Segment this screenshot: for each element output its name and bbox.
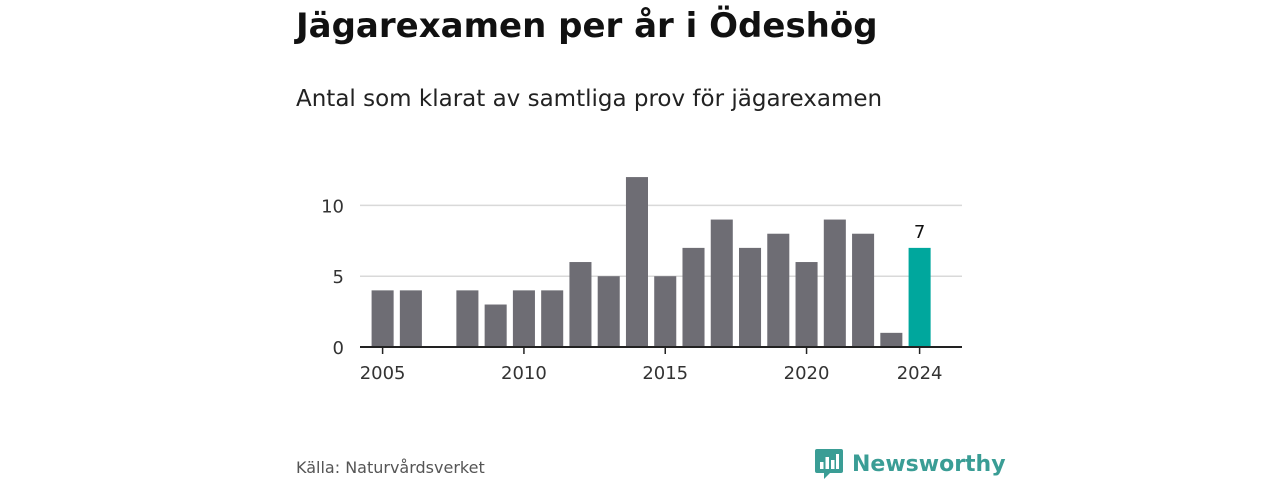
bar — [456, 290, 479, 347]
bar — [823, 219, 846, 347]
bar — [795, 262, 818, 347]
source-note: Källa: Naturvårdsverket — [296, 458, 485, 477]
x-tick-label: 2015 — [642, 363, 688, 384]
bar — [484, 304, 507, 347]
bar-chart: 0 5 10 2005 2010 2015 2020 2024 7 — [321, 177, 962, 384]
y-tick-label: 10 — [321, 196, 344, 217]
x-tick-label: 2010 — [501, 363, 547, 384]
brand-name: Newsworthy — [852, 451, 1006, 477]
brand-logo[interactable]: Newsworthy — [814, 447, 1006, 481]
axes — [360, 346, 962, 354]
bar — [541, 290, 564, 347]
chart-title: Jägarexamen per år i Ödeshög — [296, 6, 878, 46]
x-tick-label: 2005 — [360, 363, 406, 384]
bar — [682, 247, 705, 347]
y-tick-label: 5 — [333, 267, 344, 288]
bar — [908, 247, 931, 347]
bars — [371, 177, 931, 347]
data-label: 7 — [914, 222, 925, 243]
bar — [739, 247, 762, 347]
bar — [654, 276, 677, 347]
bar — [852, 233, 875, 347]
x-tick-label: 2024 — [897, 363, 943, 384]
bar — [710, 219, 733, 347]
bar — [767, 233, 790, 347]
bar — [569, 262, 592, 347]
chart-subtitle: Antal som klarat av samtliga prov för jä… — [296, 86, 883, 112]
bar — [512, 290, 535, 347]
bar — [399, 290, 422, 347]
newsworthy-logo-icon — [815, 449, 843, 479]
bar — [625, 177, 648, 347]
labels: 0 5 10 2005 2010 2015 2020 2024 7 — [321, 196, 942, 384]
y-tick-label: 0 — [333, 338, 344, 359]
x-tick-label: 2020 — [784, 363, 830, 384]
bar — [597, 276, 620, 347]
bar — [880, 332, 903, 347]
bar — [371, 290, 394, 347]
